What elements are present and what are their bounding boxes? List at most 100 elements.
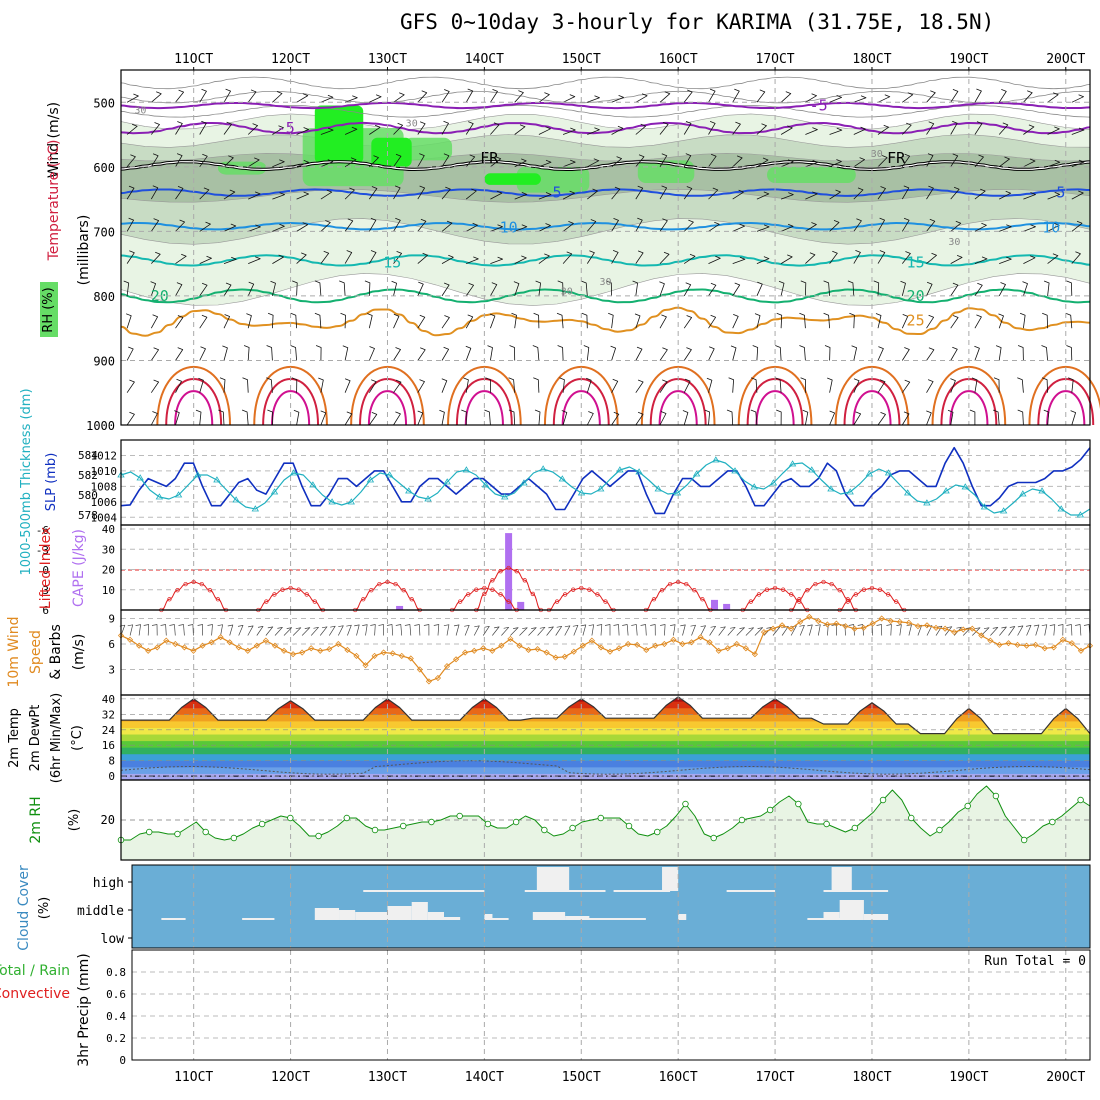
wind-barb [364,280,371,296]
lifted-index-marker [522,578,527,583]
wind-speed-marker [371,652,378,659]
wind-speed-marker [833,620,840,627]
wind-barb [441,378,448,393]
wind-barb [391,280,397,296]
wind-barb [320,250,330,264]
wind-barb [369,155,379,168]
wind-barb [683,89,693,103]
warm-isotherm-loop [755,390,795,426]
contour-label: FR [480,149,499,167]
wind-barb [877,379,886,393]
lifted-index-marker [498,569,503,574]
rh-saturated-patch [403,137,453,161]
wind-barb [290,312,297,329]
wind-barb [774,377,782,393]
wind-barb [974,154,984,168]
wind-speed-marker [688,639,695,646]
wind-speed-marker [634,641,641,648]
wind-speed-marker [670,636,677,643]
wind-barb [223,223,237,232]
wind-barb [465,154,476,168]
wind-barb [417,347,426,361]
thickness-marker [808,466,816,473]
wind-barb [1047,126,1060,135]
wind-barb [586,377,592,393]
wind-barb [535,280,541,296]
wind-barb [562,159,576,168]
wind-barb [1022,281,1028,297]
wind-barb [219,377,226,393]
wind-barb [296,252,307,264]
wind-barb [393,347,401,361]
wind-barb [314,280,322,296]
surface-wind-barb [1057,624,1064,636]
lifted-index-marker [692,588,697,593]
wind-barb [587,95,600,103]
wind-barb [296,222,309,232]
lifted-index-bump [161,581,227,611]
wind-barb [756,123,767,135]
wind-barb [126,217,134,232]
wind-speed-marker [951,629,958,636]
wind-barb [175,121,183,135]
wind-barb [901,347,910,361]
li-tick-label: 6 [42,604,49,617]
wind-barb [223,282,232,297]
wind-barb [296,191,309,200]
pressure-tick-label: 1000 [86,419,115,433]
wind-speed-marker [788,625,795,632]
thickness-marker [405,487,413,494]
wind-speed-marker [317,647,324,654]
wind-barb [368,250,377,264]
x-tick-label-bottom: 12OCT [271,1070,310,1085]
wind-barb [368,346,375,361]
wind-barb [853,378,860,393]
wind-barb [417,379,425,393]
wind-barb [659,379,668,393]
ylabel-wind: Wind (m/s) [46,102,62,178]
cloud-middle-trace [484,918,509,920]
ylabel-rh-units: (%) [67,809,82,832]
wind-barb [344,411,353,426]
rh-saturated-patch [767,166,856,183]
surface-wind-barb [247,625,254,636]
cloud-level-label: high [93,876,124,891]
wind-barb [926,379,934,393]
surface-wind-barb [831,624,837,636]
wind-barb [683,253,696,264]
wind-barb [266,377,273,393]
instability-panel-frame [120,524,1091,611]
li-tick-label: -6 [36,524,49,537]
surface-wind-barb [916,624,923,636]
thickness-marker [194,471,202,478]
wind-speed-marker [1032,641,1039,648]
wind-barb [296,160,310,168]
thickness-marker [232,496,240,503]
wind-barb [635,411,644,426]
ylabel-temp: 2m DewPt [28,705,43,772]
x-tick-label-top: 18OCT [852,52,891,67]
wind-barb [606,280,612,296]
rh-line [121,785,1091,841]
surface-wind-barb [596,624,603,636]
wind-barb [126,154,136,168]
wind-barb [853,187,864,200]
contour-label: 15 [383,253,401,271]
thickness-marker [616,466,624,473]
wind-barb [998,122,1009,135]
wind-barb [344,250,353,264]
wind-barb [267,409,273,425]
wind-speed-marker [471,647,478,654]
cloud-level-label: low [101,932,125,947]
rh-marker [428,818,435,826]
wind-barb [754,313,761,329]
wind-barb [708,88,716,103]
lifted-index-marker [482,591,487,597]
wind-barb [611,411,620,426]
wind-barb [247,281,255,297]
surface-wind-barb [564,625,571,636]
wind-barb [776,409,782,426]
wind-barb [708,121,716,135]
wind-barb [514,158,527,168]
rh-marker [879,796,887,804]
